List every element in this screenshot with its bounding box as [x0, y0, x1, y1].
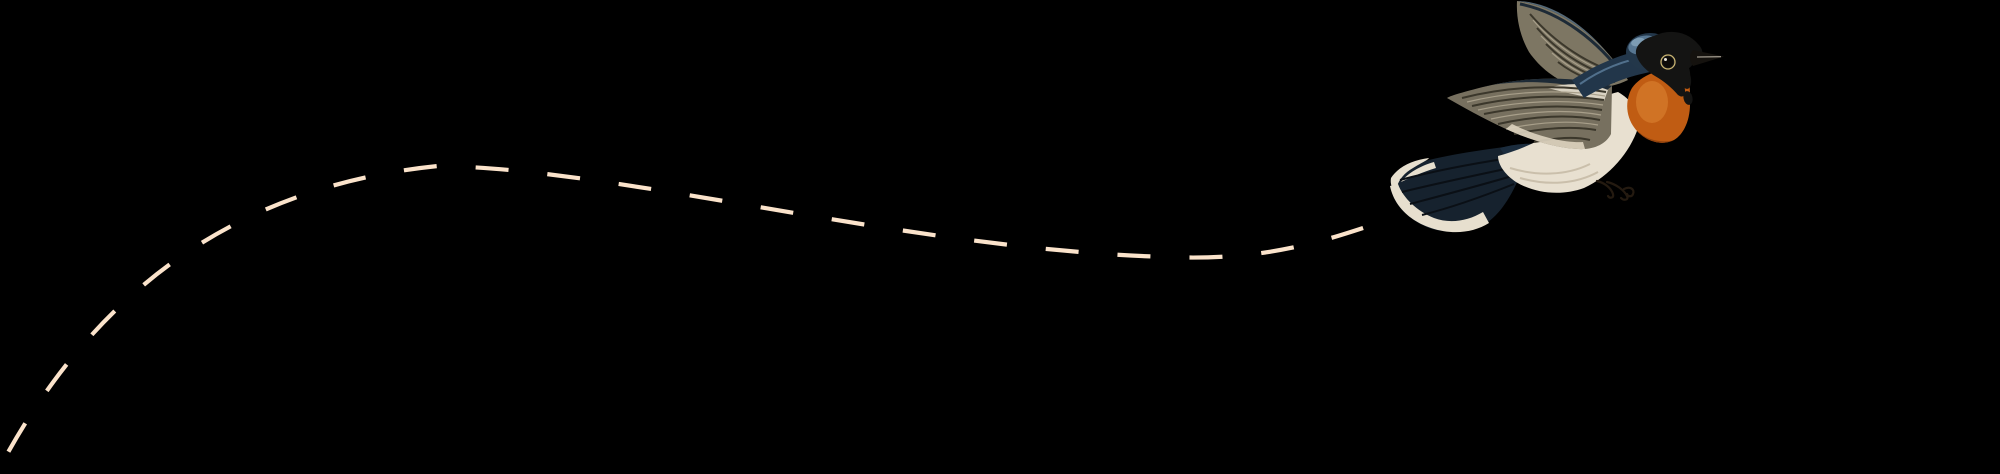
- flight-path-dashed-line: [0, 163, 1367, 472]
- swept-wing-striations-light: [1466, 91, 1606, 130]
- eye: [1662, 56, 1674, 68]
- eye-glint: [1664, 58, 1667, 61]
- swept-wing-tip-scallops: [1506, 124, 1585, 150]
- feet: [1595, 179, 1635, 201]
- swept-wing-striations-dark: [1461, 86, 1607, 143]
- eye-ring: [1660, 54, 1676, 70]
- swallow-illustration: [1390, 1, 1724, 233]
- breast-shadow: [1638, 132, 1674, 143]
- breast-highlight: [1636, 81, 1668, 123]
- belly-shadow-lines: [1509, 163, 1599, 184]
- tail-upper-white-tips: [1390, 158, 1436, 193]
- tail-feather-streaks: [1399, 157, 1515, 216]
- raised-wing-striations-dark: [1529, 13, 1623, 85]
- tail-lower-white-tips: [1390, 184, 1489, 233]
- beak: [1690, 50, 1724, 66]
- collar-mark-lower: [1683, 91, 1693, 105]
